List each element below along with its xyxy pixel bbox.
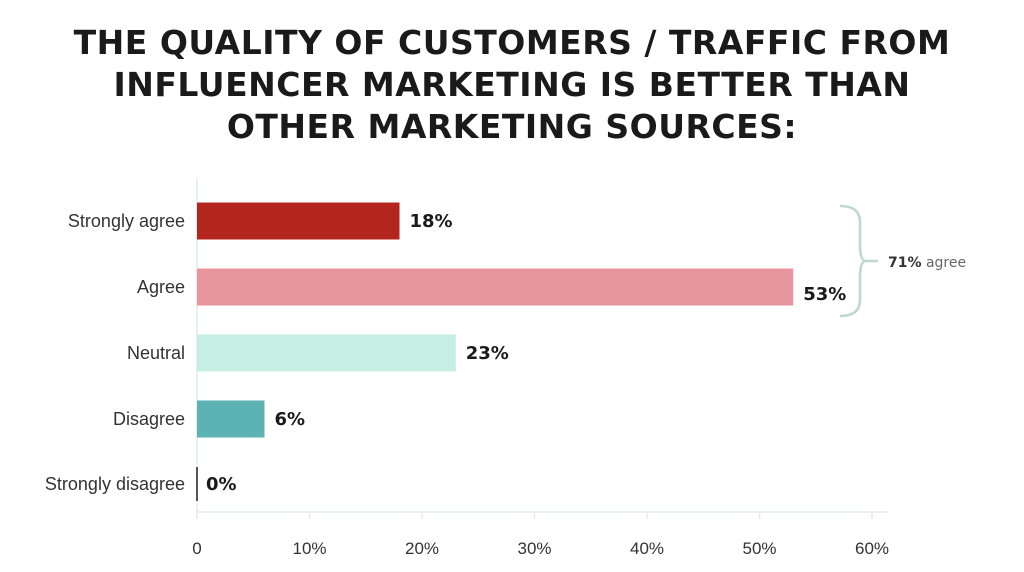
x-tick-label: 20%	[405, 539, 439, 558]
x-tick-label: 10%	[292, 539, 326, 558]
category-label: Neutral	[127, 343, 185, 363]
data-label: 53%	[803, 284, 846, 305]
data-label: 0%	[206, 474, 237, 495]
chart-title: THE QUALITY OF CUSTOMERS / TRAFFIC FROM …	[0, 22, 1024, 148]
x-tick-label: 60%	[855, 539, 889, 558]
title-line: THE QUALITY OF CUSTOMERS / TRAFFIC FROM	[73, 23, 951, 62]
category-label: Strongly agree	[68, 211, 185, 231]
category-label: Disagree	[113, 409, 185, 429]
bracket	[839, 204, 878, 318]
bar-strongly-disagree	[196, 467, 198, 501]
category-label: Strongly disagree	[45, 474, 185, 494]
bar-strongly-agree	[197, 202, 400, 240]
category-label: Agree	[137, 277, 185, 297]
bar-agree	[197, 268, 794, 306]
data-label: 18%	[410, 211, 453, 232]
bar-disagree	[197, 400, 265, 438]
annotation-label: 71% agree	[888, 255, 966, 271]
x-tick-label: 50%	[742, 539, 776, 558]
x-tick-label: 30%	[517, 539, 551, 558]
annotation-value: 71%	[888, 255, 922, 271]
title-line: INFLUENCER MARKETING IS BETTER THAN	[113, 65, 911, 104]
bar-neutral	[197, 334, 456, 372]
x-tick-label: 0	[192, 539, 201, 558]
data-label: 6%	[275, 409, 306, 430]
annotation-text: agree	[922, 255, 967, 271]
x-tick-label: 40%	[630, 539, 664, 558]
title-line: OTHER MARKETING SOURCES:	[226, 107, 798, 146]
data-label: 23%	[466, 343, 509, 364]
